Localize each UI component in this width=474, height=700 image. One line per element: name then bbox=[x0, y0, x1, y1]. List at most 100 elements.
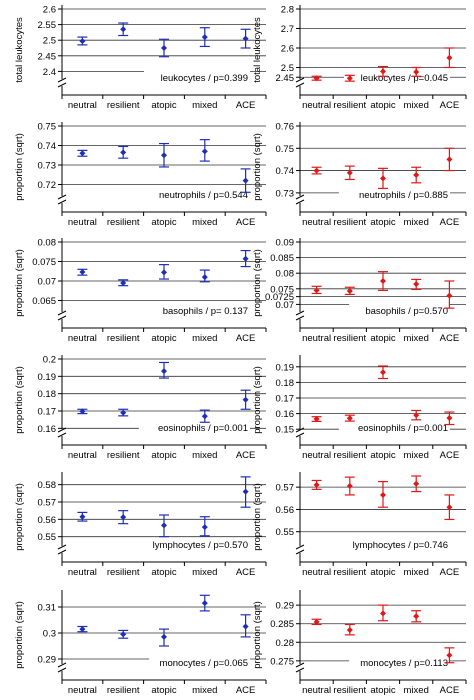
data-point-mixed bbox=[411, 409, 422, 421]
data-point-ACE bbox=[240, 28, 251, 49]
y-tick-label: 0.29 bbox=[38, 655, 57, 666]
data-point-neutral bbox=[311, 285, 322, 295]
data-point-ACE bbox=[444, 280, 455, 309]
annotation-background bbox=[149, 656, 250, 669]
mean-marker bbox=[242, 488, 249, 495]
y-tick-label: 0.75 bbox=[276, 144, 295, 155]
x-tick-label: neutral bbox=[302, 100, 331, 111]
y-tick-label: 0.2 bbox=[43, 355, 56, 366]
data-point-atopic bbox=[378, 480, 388, 508]
data-point-atopic bbox=[378, 65, 388, 77]
data-point-ACE bbox=[444, 47, 455, 69]
axis-break-mark bbox=[57, 310, 67, 321]
mean-marker bbox=[446, 414, 453, 421]
mean-marker bbox=[120, 514, 127, 521]
data-point-resilient bbox=[344, 623, 355, 636]
data-point-ACE bbox=[240, 389, 251, 410]
mean-marker bbox=[446, 54, 453, 61]
mean-marker bbox=[79, 626, 86, 633]
axis-break-mark bbox=[57, 544, 67, 555]
x-tick-label: neutral bbox=[302, 685, 331, 696]
p-value-annotation: eosinophils / p=0.001 bbox=[358, 423, 448, 434]
mean-marker bbox=[79, 150, 86, 157]
y-tick-label: 0.275 bbox=[270, 656, 294, 667]
mean-marker bbox=[201, 34, 208, 41]
y-axis-label: proportion (sqrt) bbox=[252, 133, 263, 201]
y-tick-label: 2.45 bbox=[276, 73, 295, 84]
data-point-ACE bbox=[444, 411, 455, 426]
data-point-neutral bbox=[311, 416, 322, 423]
data-point-mixed bbox=[411, 278, 422, 291]
x-tick-label: ACE bbox=[236, 100, 256, 111]
data-point-atopic bbox=[159, 142, 169, 168]
data-point-resilient bbox=[118, 408, 129, 417]
y-tick-label: 0.74 bbox=[38, 141, 57, 152]
x-tick-label: atopic bbox=[370, 450, 396, 461]
x-tick-label: mixed bbox=[192, 100, 217, 111]
annotation-background bbox=[138, 538, 250, 551]
x-tick-label: ACE bbox=[440, 567, 460, 578]
y-tick-label: 0.29 bbox=[276, 601, 295, 612]
mean-marker bbox=[380, 68, 386, 75]
mean-marker bbox=[446, 156, 453, 163]
x-tick-label: atopic bbox=[370, 100, 396, 111]
data-point-resilient bbox=[344, 476, 355, 496]
mean-marker bbox=[201, 148, 208, 155]
data-point-resilient bbox=[118, 629, 129, 639]
mean-marker bbox=[201, 274, 208, 281]
y-tick-label: 0.16 bbox=[38, 424, 57, 435]
y-tick-label: 2.55 bbox=[38, 20, 57, 31]
axis-break-mark bbox=[57, 194, 67, 205]
p-value-annotation: leukocytes / p=0.045 bbox=[361, 73, 448, 84]
y-tick-label: 2.6 bbox=[281, 44, 294, 55]
y-tick-label: 0.58 bbox=[38, 480, 57, 491]
mean-marker bbox=[346, 483, 353, 490]
mean-marker bbox=[313, 618, 320, 625]
axis-break-mark bbox=[57, 427, 67, 438]
mean-marker bbox=[446, 652, 453, 659]
mean-marker bbox=[201, 524, 208, 531]
panel-leukocytes-right: 2.8 2.7 2.6 2.52.45 neutral resilient atopic mi… bbox=[252, 5, 467, 111]
mean-marker bbox=[346, 627, 353, 634]
y-axis-label: proportion (sqrt) bbox=[252, 601, 263, 669]
data-point-mixed bbox=[199, 516, 210, 537]
data-point-ACE bbox=[240, 476, 251, 508]
x-tick-label: neutral bbox=[302, 567, 331, 578]
annotation-background bbox=[349, 304, 450, 317]
p-value-annotation: monocytes / p=0.113 bbox=[360, 658, 448, 669]
data-point-ACE bbox=[444, 147, 455, 172]
x-tick-label: resilient bbox=[107, 333, 140, 344]
mean-marker bbox=[380, 369, 386, 376]
x-tick-label: neutral bbox=[68, 217, 97, 228]
y-tick-label: 0.56 bbox=[276, 505, 295, 516]
mean-marker bbox=[242, 35, 249, 42]
y-tick-label: 0.55 bbox=[276, 527, 295, 538]
mean-marker bbox=[120, 26, 127, 33]
x-tick-label: mixed bbox=[192, 567, 217, 578]
x-tick-label: resilient bbox=[333, 333, 366, 344]
mean-marker bbox=[346, 415, 353, 422]
y-tick-label: 2.45 bbox=[38, 51, 57, 62]
x-tick-label: neutral bbox=[302, 217, 331, 228]
mean-marker bbox=[413, 68, 420, 75]
annotation-background bbox=[338, 188, 450, 201]
p-value-annotation: basophils / p=0.570 bbox=[365, 306, 448, 317]
axis-break-mark bbox=[295, 662, 305, 673]
mean-marker bbox=[446, 504, 453, 511]
x-tick-label: atopic bbox=[151, 450, 177, 461]
y-tick-label: 2.6 bbox=[43, 5, 56, 16]
data-point-atopic bbox=[159, 628, 169, 647]
y-axis-label: proportion (sqrt) bbox=[14, 249, 25, 317]
mean-marker bbox=[79, 38, 86, 45]
data-point-resilient bbox=[344, 286, 355, 296]
x-tick-label: neutral bbox=[68, 567, 97, 578]
data-point-resilient bbox=[344, 74, 355, 82]
y-tick-label: 0.28 bbox=[276, 638, 295, 649]
mean-marker bbox=[380, 610, 386, 617]
mean-marker bbox=[313, 416, 320, 423]
data-point-neutral bbox=[77, 36, 88, 46]
y-tick-label: 0.075 bbox=[270, 284, 294, 295]
axis-break-mark bbox=[295, 310, 305, 321]
y-tick-label: 0.17 bbox=[38, 407, 57, 418]
y-axis-label: proportion (sqrt) bbox=[252, 483, 263, 551]
